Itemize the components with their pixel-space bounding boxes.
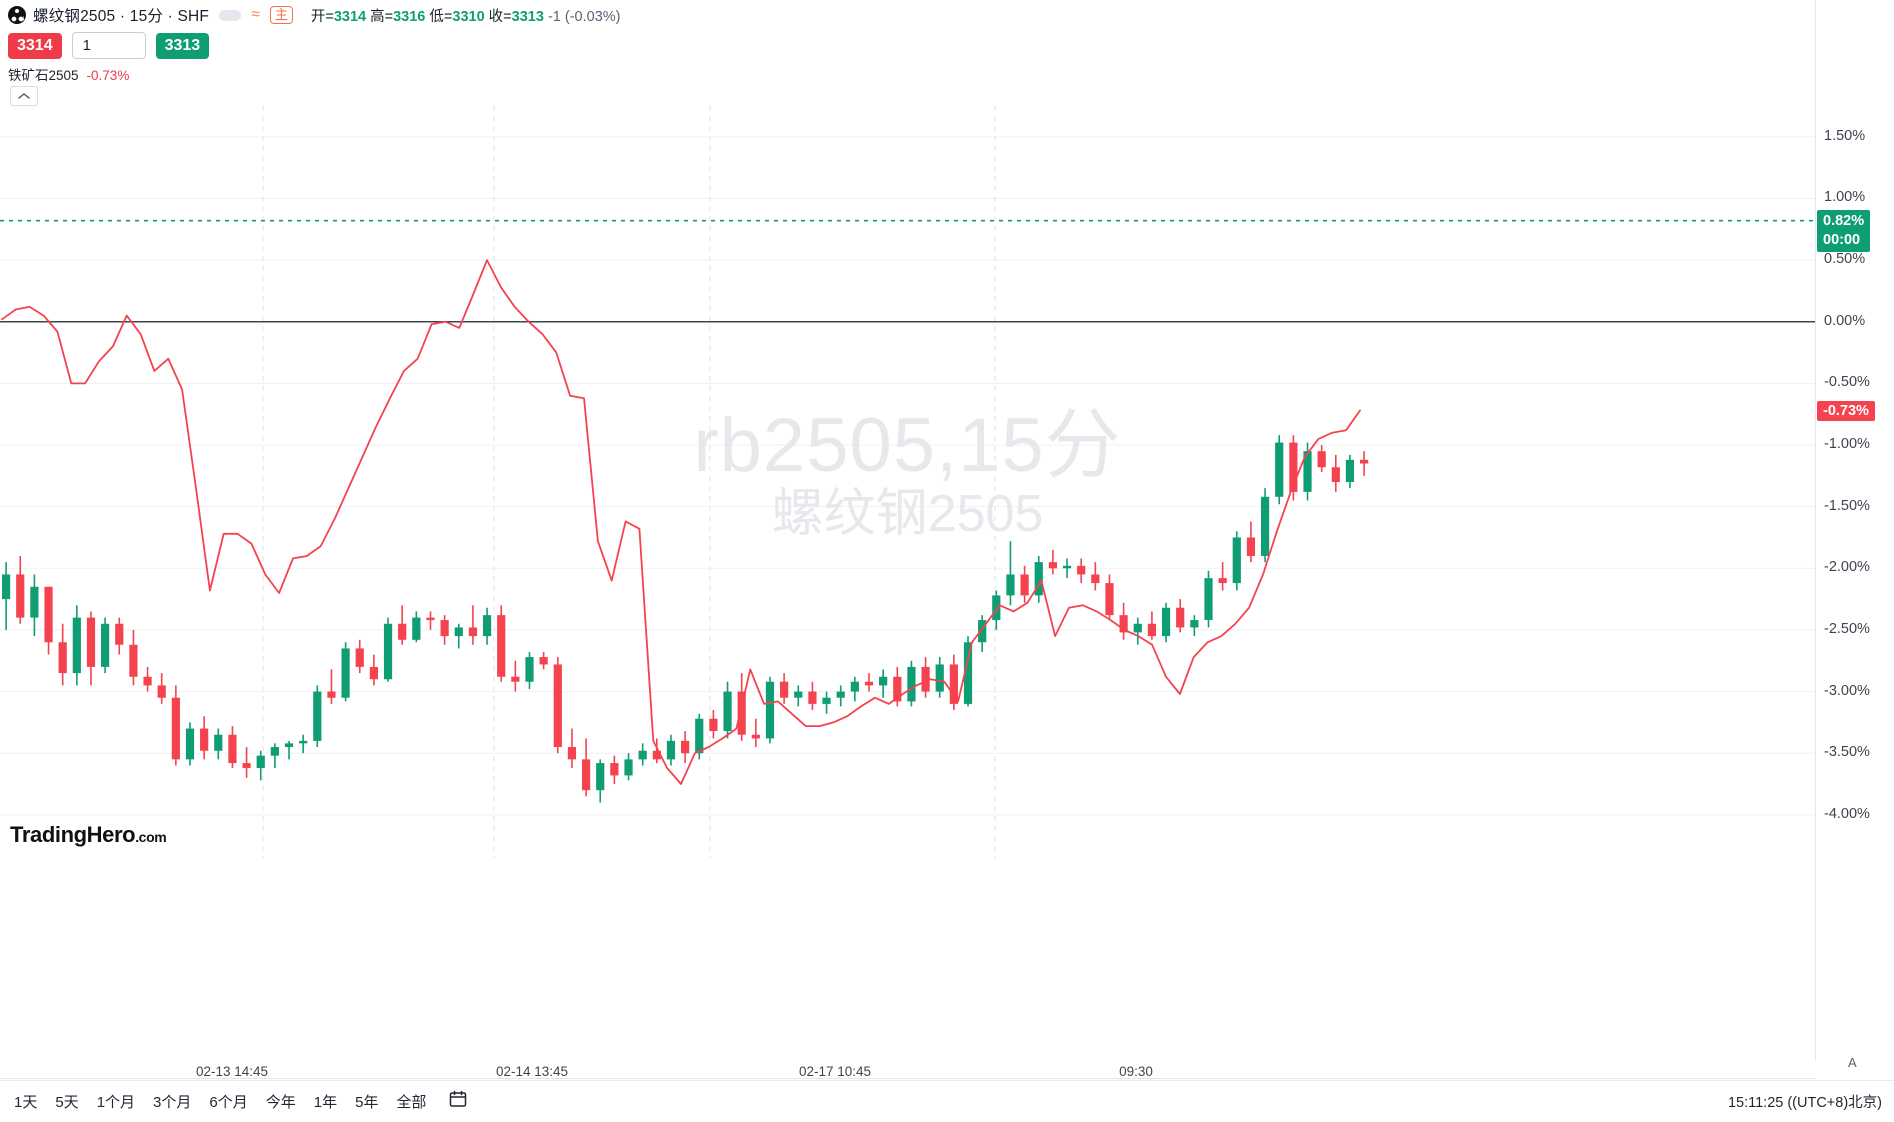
secondary-value-badge: -0.73% bbox=[1817, 400, 1875, 421]
bid-price-button[interactable]: 3314 bbox=[8, 32, 62, 59]
time-axis[interactable]: 02-13 14:45 02-14 13:45 02-17 10:45 09:30 bbox=[0, 1046, 1815, 1079]
range-button-4[interactable]: 6个月 bbox=[209, 1094, 248, 1111]
open-value: 3314 bbox=[333, 8, 367, 25]
price-tick: -2.00% bbox=[1824, 559, 1870, 576]
price-tick: 1.00% bbox=[1824, 189, 1866, 206]
symbol-title: 螺纹钢2505 · 15分 · SHF bbox=[33, 8, 210, 25]
chart-canvas bbox=[0, 106, 1815, 858]
price-tick: -1.50% bbox=[1824, 497, 1870, 514]
pill-toggle-icon[interactable] bbox=[219, 9, 242, 21]
price-tick: -4.00% bbox=[1824, 805, 1870, 822]
range-button-2[interactable]: 1个月 bbox=[96, 1094, 136, 1111]
chart-plot-area[interactable]: rb2505,15分 螺纹钢2505 bbox=[0, 106, 1815, 858]
ask-price-button[interactable]: 3313 bbox=[155, 32, 210, 59]
range-button-3[interactable]: 3个月 bbox=[153, 1094, 192, 1111]
range-button-5[interactable]: 今年 bbox=[265, 1094, 296, 1111]
order-quantity-input[interactable]: 1 bbox=[71, 32, 146, 59]
brand-name: TradingHero bbox=[10, 822, 136, 847]
open-label: 开= bbox=[310, 8, 334, 25]
footer-toolbar: 1天 5天 1个月 3个月 6个月 今年 1年 5年 全部 15:11:25 ((UTC+8)… bbox=[0, 1080, 1894, 1122]
secondary-series-legend[interactable]: 铁矿石2505 -0.73% bbox=[8, 64, 129, 84]
high-label: 高= bbox=[370, 8, 394, 25]
instrument-logo-icon bbox=[8, 6, 26, 24]
time-tick: 02-13 14:45 bbox=[195, 1064, 269, 1079]
price-axis[interactable]: 1.50% 1.00% 0.50% 0.00% -0.50% -1.00% -1.50% -2… bbox=[1815, 0, 1894, 1060]
current-value: 0.82% bbox=[1823, 212, 1865, 229]
wave-icon[interactable]: ≈ bbox=[251, 6, 260, 23]
comparison-line bbox=[1, 259, 1361, 785]
chart-header: 螺纹钢2505 · 15分 · SHF ≈ 主 开=3314 高=3316 低=… bbox=[0, 0, 1894, 30]
range-button-8[interactable]: 全部 bbox=[396, 1094, 427, 1111]
price-tick: -3.00% bbox=[1824, 682, 1870, 699]
time-tick: 02-17 10:45 bbox=[798, 1064, 872, 1079]
price-tick: 0.00% bbox=[1824, 312, 1866, 329]
quote-row: 3314 1 3313 bbox=[8, 32, 210, 59]
price-tick: 1.50% bbox=[1824, 127, 1866, 144]
price-tick: -0.50% bbox=[1824, 374, 1870, 391]
price-tick: -1.00% bbox=[1824, 436, 1870, 453]
low-label: 低= bbox=[429, 8, 453, 25]
brand-suffix: .com bbox=[135, 829, 167, 845]
secondary-series-change: -0.73% bbox=[86, 68, 130, 83]
time-tick: 02-14 13:45 bbox=[495, 1064, 569, 1079]
calendar-icon[interactable] bbox=[448, 1089, 468, 1114]
price-tick: -2.50% bbox=[1824, 620, 1870, 637]
time-tick: 09:30 bbox=[1119, 1064, 1153, 1079]
price-tick: 0.50% bbox=[1824, 251, 1866, 268]
price-tick: -3.50% bbox=[1824, 744, 1870, 761]
candlestick-series bbox=[2, 435, 1369, 803]
range-button-7[interactable]: 5年 bbox=[355, 1094, 379, 1111]
current-value-badge: 0.82% 00:00 bbox=[1817, 209, 1871, 252]
high-value: 3316 bbox=[393, 8, 426, 25]
ohlc-readout: 开=3314 高=3316 低=3310 收=3313 -1 (-0.03%) bbox=[311, 5, 621, 26]
low-value: 3310 bbox=[452, 8, 485, 25]
close-label: 收= bbox=[488, 8, 512, 25]
range-button-6[interactable]: 1年 bbox=[313, 1094, 338, 1111]
change-value: -1 bbox=[547, 8, 561, 25]
range-button-1[interactable]: 5天 bbox=[55, 1094, 79, 1111]
change-percent: (-0.03%) bbox=[564, 8, 621, 25]
auto-scale-toggle[interactable]: A bbox=[1848, 1055, 1857, 1070]
clock-label: 15:11:25 ((UTC+8)北京) bbox=[1727, 1095, 1882, 1111]
secondary-series-name: 铁矿石2505 bbox=[8, 68, 79, 83]
range-button-0[interactable]: 1天 bbox=[14, 1094, 38, 1111]
chevron-up-icon[interactable] bbox=[10, 86, 38, 106]
close-value: 3313 bbox=[511, 8, 544, 25]
brand-logo: TradingHero.com bbox=[10, 822, 167, 848]
main-contract-badge[interactable]: 主 bbox=[269, 6, 293, 24]
current-time: 00:00 bbox=[1823, 231, 1861, 248]
